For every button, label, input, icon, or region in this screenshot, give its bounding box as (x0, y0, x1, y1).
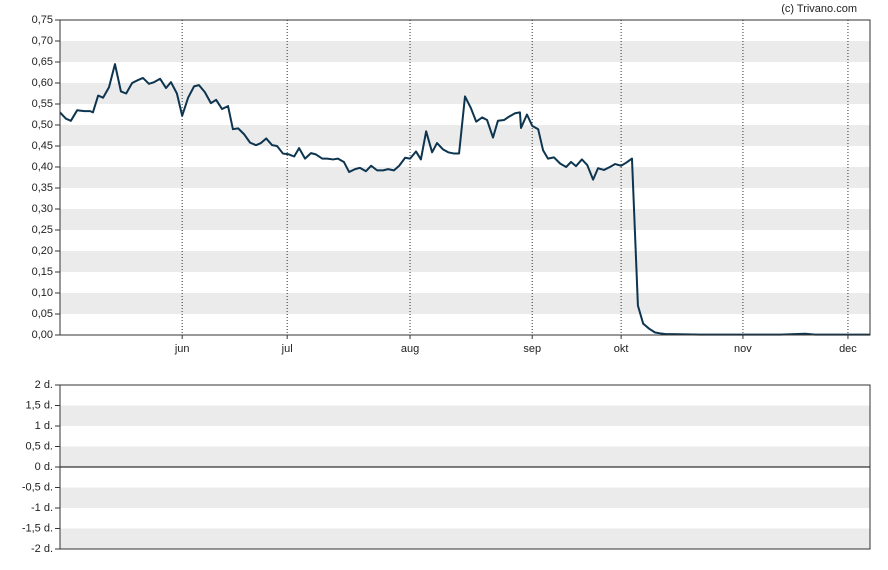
grid-band (60, 251, 870, 272)
y-tick-label: 0,15 (32, 266, 53, 278)
y-tick-label: -1 d. (31, 502, 53, 514)
plot-frame (59, 384, 871, 550)
y-tick-label: 0 d. (35, 461, 53, 473)
x-tick-label: dec (839, 343, 857, 355)
y-tick-label: 1 d. (35, 420, 53, 432)
grid-band (60, 167, 870, 188)
y-tick-label: 0,10 (32, 287, 53, 299)
y-tick-label: 0,00 (32, 329, 53, 341)
x-tick-label: okt (614, 343, 629, 355)
grid-band (60, 487, 870, 508)
y-tick-label: 0,50 (32, 119, 53, 131)
grid-band (60, 41, 870, 62)
y-tick-label: 0,25 (32, 224, 53, 236)
y-tick-label: -1,5 d. (22, 522, 53, 534)
y-tick-label: 0,45 (32, 140, 53, 152)
grid-band (60, 405, 870, 426)
y-tick-label: 0,35 (32, 182, 53, 194)
y-tick-label: 1,5 d. (25, 399, 53, 411)
price-line (59, 63, 870, 336)
y-tick-label: 0,65 (32, 56, 53, 68)
grid-band (60, 83, 870, 104)
y-tick-label: 0,5 d. (25, 440, 53, 452)
y-tick-label: 0,60 (32, 77, 53, 89)
grid-band (60, 125, 870, 146)
credit: (c) Trivano.com (781, 3, 857, 15)
grid-band (60, 446, 870, 467)
x-tick-label: jul (281, 343, 293, 355)
y-tick-label: 0,30 (32, 203, 53, 215)
y-tick-label: 2 d. (35, 379, 53, 391)
y-tick-label: 0,05 (32, 308, 53, 320)
y-tick-label: 0,75 (32, 14, 53, 26)
y-tick-label: 0,20 (32, 245, 53, 257)
grid-band (60, 293, 870, 314)
x-tick-label: sep (523, 343, 541, 355)
x-tick-label: aug (401, 343, 419, 355)
grid-band (60, 528, 870, 549)
y-tick-label: 0,70 (32, 35, 53, 47)
plot-frame (59, 19, 871, 336)
x-tick-label: jun (174, 343, 190, 355)
x-tick-label: nov (734, 343, 752, 355)
y-tick-label: -0,5 d. (22, 481, 53, 493)
grid-band (60, 209, 870, 230)
y-tick-label: 0,40 (32, 161, 53, 173)
y-tick-label: -2 d. (31, 543, 53, 555)
y-tick-label: 0,55 (32, 98, 53, 110)
